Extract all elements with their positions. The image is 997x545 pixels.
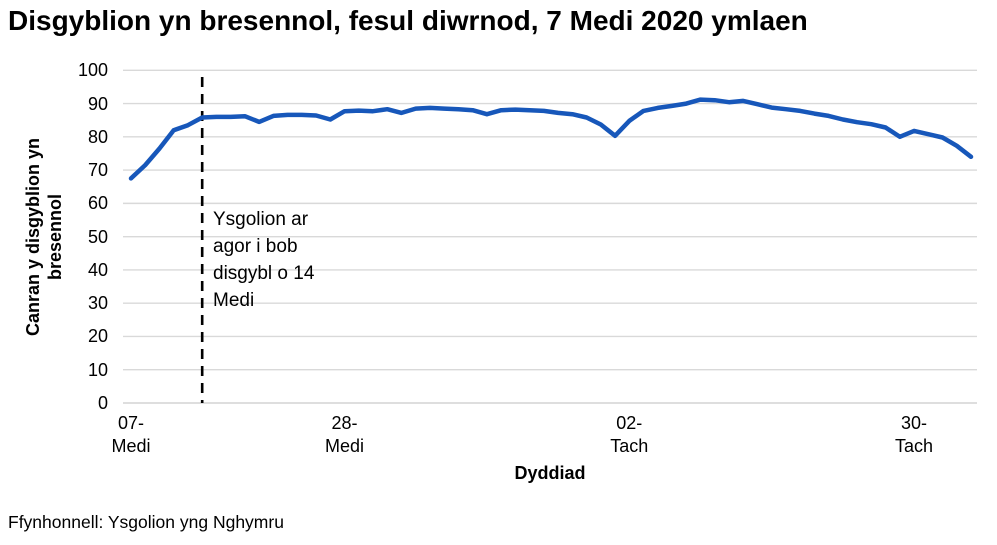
chart-title: Disgyblion yn bresennol, fesul diwrnod, … bbox=[8, 5, 808, 36]
y-tick-label: 40 bbox=[87, 259, 108, 280]
source-note: Ffynhonnell: Ysgolion yng Nghymru bbox=[8, 512, 284, 532]
y-tick-label: 10 bbox=[87, 359, 108, 380]
y-tick-label: 60 bbox=[87, 193, 108, 214]
y-tick-label: 20 bbox=[87, 326, 108, 347]
x-axis-title: Dyddiad bbox=[514, 463, 586, 483]
y-tick-label: 0 bbox=[97, 393, 108, 413]
y-tick-label: 80 bbox=[87, 126, 108, 147]
x-tick-label: 02- Tach bbox=[610, 413, 649, 456]
y-tick-label: 30 bbox=[87, 293, 108, 314]
y-tick-label: 50 bbox=[87, 226, 108, 247]
x-tick-label: 07- Medi bbox=[111, 413, 151, 456]
y-tick-label: 70 bbox=[87, 160, 108, 181]
attendance-line-series bbox=[128, 97, 974, 181]
y-tick-label: 90 bbox=[87, 93, 108, 114]
y-tick-label: 100 bbox=[77, 60, 108, 81]
annotation-text: Ysgolion ar agor i bob disgybl o 14 Medi bbox=[213, 209, 315, 311]
x-tick-label: 28- Medi bbox=[325, 413, 365, 456]
x-tick-label: 30- Tach bbox=[895, 413, 934, 456]
